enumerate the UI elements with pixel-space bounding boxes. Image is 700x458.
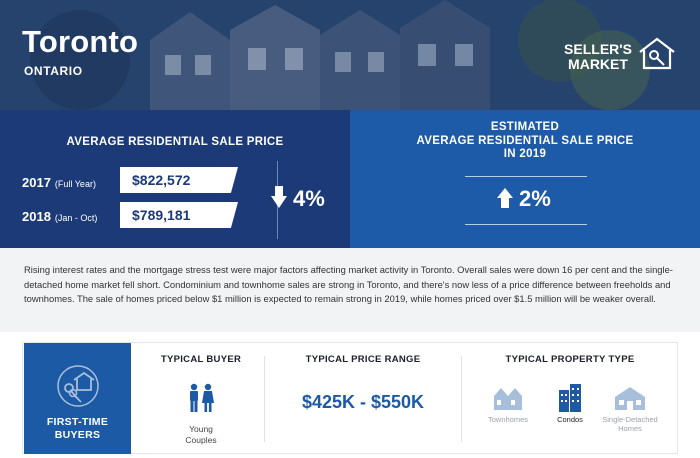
price-range-value: $425K - $550K xyxy=(301,392,425,412)
divider xyxy=(465,176,587,177)
header-photo: Toronto ONTARIO SELLER'S MARKET xyxy=(0,0,700,110)
average-price-title: AVERAGE RESIDENTIAL SALE PRICE xyxy=(66,136,284,148)
year-row-2017: 2017 (Full Year) xyxy=(22,174,96,192)
divider xyxy=(461,356,462,442)
single-detached-icon xyxy=(615,387,645,410)
divider xyxy=(264,356,265,442)
condos-icon xyxy=(559,384,581,412)
city-title: Toronto xyxy=(22,24,139,59)
period-label: (Jan - Oct) xyxy=(54,213,98,223)
summary-panel xyxy=(0,248,700,332)
property-type-heading: TYPICAL PROPERTY TYPE xyxy=(505,354,635,365)
property-type-condos: Condos xyxy=(557,415,583,424)
property-type-townhomes: Townhomes xyxy=(487,415,529,424)
typical-buyer-value: Young Couples xyxy=(160,424,242,446)
typical-buyer-line: Young xyxy=(189,424,213,434)
price-range-heading: TYPICAL PRICE RANGE xyxy=(305,354,421,365)
arrow-up-icon xyxy=(497,188,513,208)
property-type-single-detached: Single-Detached Homes xyxy=(602,415,658,433)
period-label: (Full Year) xyxy=(54,179,96,189)
estimated-title-line: ESTIMATED xyxy=(490,121,560,133)
house-key-icon xyxy=(639,37,675,70)
price-2017: $822,572 xyxy=(120,167,238,193)
estimated-price-panel xyxy=(350,110,700,248)
buyer-segment-line: BUYERS xyxy=(54,429,101,441)
townhomes-icon xyxy=(494,388,522,410)
price-change-down: 4% xyxy=(293,186,325,211)
estimated-change-up: 2% xyxy=(519,186,551,211)
estimated-title-line: IN 2019 xyxy=(503,148,547,160)
market-status: SELLER'S MARKET xyxy=(564,41,632,72)
keys-house-icon xyxy=(57,365,99,407)
typical-buyer-line: Couples xyxy=(185,435,217,445)
year-label: 2017 xyxy=(22,175,51,190)
houses-photo xyxy=(0,0,700,110)
estimated-title: ESTIMATED AVERAGE RESIDENTIAL SALE PRICE… xyxy=(350,121,700,162)
price-2018: $789,181 xyxy=(120,202,238,228)
arrow-down-icon xyxy=(271,186,287,208)
divider xyxy=(465,224,587,225)
couple-icon xyxy=(190,383,214,412)
year-row-2018: 2018 (Jan - Oct) xyxy=(22,208,97,226)
market-summary: Rising interest rates and the mortgage s… xyxy=(24,264,673,305)
estimated-title-line: AVERAGE RESIDENTIAL SALE PRICE xyxy=(416,134,634,147)
buyer-segment-line: FIRST-TIME xyxy=(46,416,109,428)
year-label: 2018 xyxy=(22,209,51,224)
typical-buyer-heading: TYPICAL BUYER xyxy=(160,354,242,365)
province-label: ONTARIO xyxy=(24,64,83,78)
buyer-segment-label: FIRST-TIME BUYERS xyxy=(24,416,131,442)
